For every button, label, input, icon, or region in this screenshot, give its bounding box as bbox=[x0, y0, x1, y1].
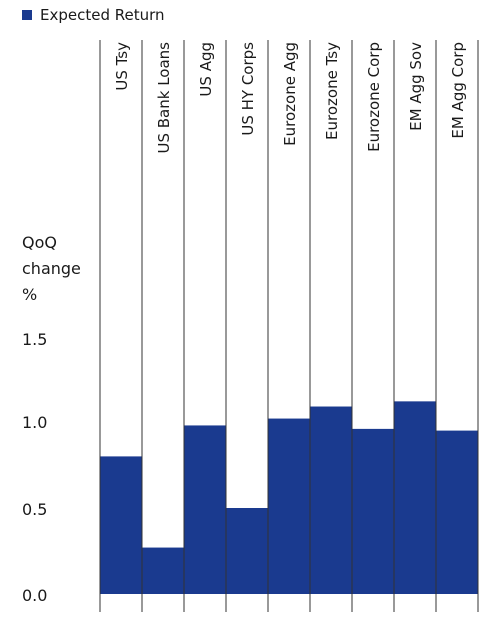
category-label: US Tsy bbox=[113, 42, 131, 91]
bar-eurozone-agg bbox=[268, 418, 310, 594]
bar-us-agg bbox=[184, 425, 226, 594]
legend-swatch bbox=[22, 10, 32, 20]
category-label: EM Agg Corp bbox=[449, 42, 467, 139]
category-label: Eurozone Agg bbox=[281, 42, 299, 146]
category-label: Eurozone Corp bbox=[365, 42, 383, 152]
category-label: US Agg bbox=[197, 42, 215, 97]
y-tick-1-0: 1.0 bbox=[22, 413, 48, 432]
category-label: US HY Corps bbox=[239, 42, 257, 136]
y-axis-label-line-2: change bbox=[22, 259, 81, 278]
y-tick-0-0: 0.0 bbox=[22, 586, 48, 605]
category-label: Eurozone Tsy bbox=[323, 42, 341, 140]
bar-eurozone-corp bbox=[352, 428, 394, 594]
legend: Expected Return bbox=[22, 6, 165, 24]
bar-em-agg-corp bbox=[436, 430, 478, 594]
y-tick-1-5: 1.5 bbox=[22, 330, 48, 349]
bar-eurozone-tsy bbox=[310, 406, 352, 594]
legend-label: Expected Return bbox=[40, 6, 165, 24]
y-axis-label: QoQ change % bbox=[22, 230, 81, 308]
bar-us-bank-loans bbox=[142, 547, 184, 594]
category-label: EM Agg Sov bbox=[407, 42, 425, 131]
y-axis-label-line-3: % bbox=[22, 285, 38, 304]
bar-us-tsy bbox=[100, 456, 142, 594]
y-tick-0-5: 0.5 bbox=[22, 500, 48, 519]
category-label: US Bank Loans bbox=[155, 42, 173, 154]
bar-em-agg-sov bbox=[394, 401, 436, 594]
y-axis-label-line-1: QoQ bbox=[22, 233, 57, 252]
bar-us-hy-corps bbox=[226, 508, 268, 594]
